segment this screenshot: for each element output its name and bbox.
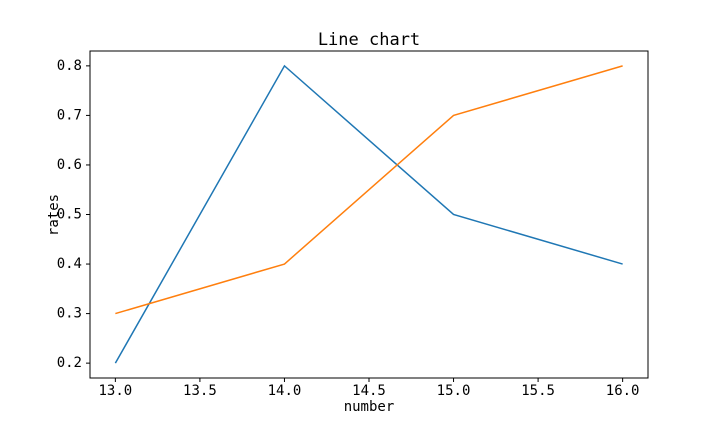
y-tick-label: 0.6 <box>57 157 82 173</box>
y-tick-label: 0.4 <box>57 256 82 272</box>
y-tick-label: 0.5 <box>57 207 82 223</box>
x-tick-label: 15.5 <box>521 383 555 399</box>
y-tick-label: 0.8 <box>57 58 82 74</box>
x-tick-label: 16.0 <box>606 383 640 399</box>
plot-frame <box>89 50 649 379</box>
x-tick-label: 14.0 <box>268 383 302 399</box>
y-tick-label: 0.2 <box>57 355 82 371</box>
chart-title: Line chart <box>318 30 420 50</box>
line-series <box>115 65 623 315</box>
x-axis-label: number <box>344 399 395 415</box>
x-tick-label: 15.0 <box>437 383 471 399</box>
x-tick-label: 14.5 <box>352 383 386 399</box>
y-tick-label: 0.7 <box>57 107 82 123</box>
line-series <box>114 64 623 364</box>
y-axis-label: rates <box>46 194 62 236</box>
x-tick-label: 13.0 <box>99 383 133 399</box>
x-tick-label: 13.5 <box>183 383 217 399</box>
y-tick-label: 0.3 <box>57 306 82 322</box>
